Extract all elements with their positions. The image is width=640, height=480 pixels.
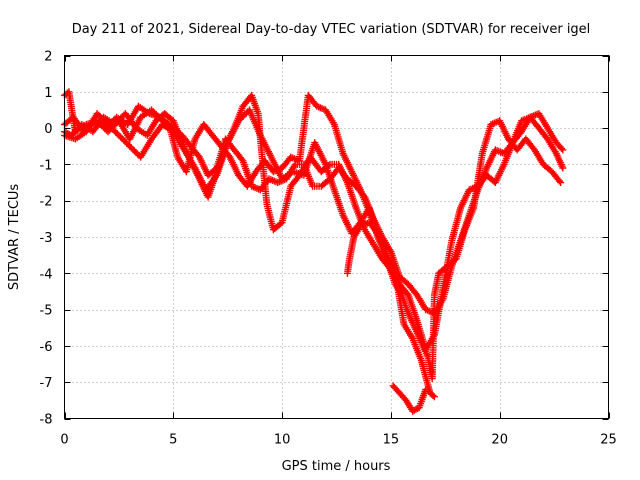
y-tick-label: -3 (40, 231, 53, 246)
y-axis-label: SDTVAR / TECUs (7, 184, 22, 291)
data-points (61, 88, 567, 415)
y-tick-label: -4 (40, 267, 53, 282)
y-tick-label: -2 (40, 195, 53, 210)
x-tick-label: 20 (491, 433, 508, 448)
plus-marker-trace (343, 219, 382, 277)
y-tick-label: 2 (44, 50, 52, 65)
plus-marker-trace (389, 382, 430, 415)
chart-title: Day 211 of 2021, Sidereal Day-to-day VTE… (72, 22, 591, 37)
axis-ticks (64, 55, 610, 420)
y-tick-label: -8 (40, 413, 53, 428)
plot-frame (64, 55, 609, 419)
y-tick-label: -6 (40, 340, 53, 355)
series-points (343, 219, 382, 277)
y-tick-label: -1 (40, 158, 53, 173)
series-points (389, 382, 430, 415)
x-tick-label: 5 (169, 433, 177, 448)
y-tick-label: -7 (40, 376, 53, 391)
x-tick-label: 10 (274, 433, 291, 448)
y-tick-label: -5 (40, 304, 53, 319)
y-tick-label: 1 (44, 86, 52, 101)
x-tick-label: 15 (383, 433, 400, 448)
x-tick-labels: 0 5 10 15 20 25 (60, 433, 616, 448)
x-tick-label: 0 (60, 433, 68, 448)
y-tick-label: 0 (44, 122, 52, 137)
x-axis-label: GPS time / hours (282, 459, 391, 474)
y-tick-labels: -8 -7 -6 -5 -4 -3 -2 -1 0 1 2 (40, 50, 53, 428)
x-tick-label: 25 (600, 433, 617, 448)
